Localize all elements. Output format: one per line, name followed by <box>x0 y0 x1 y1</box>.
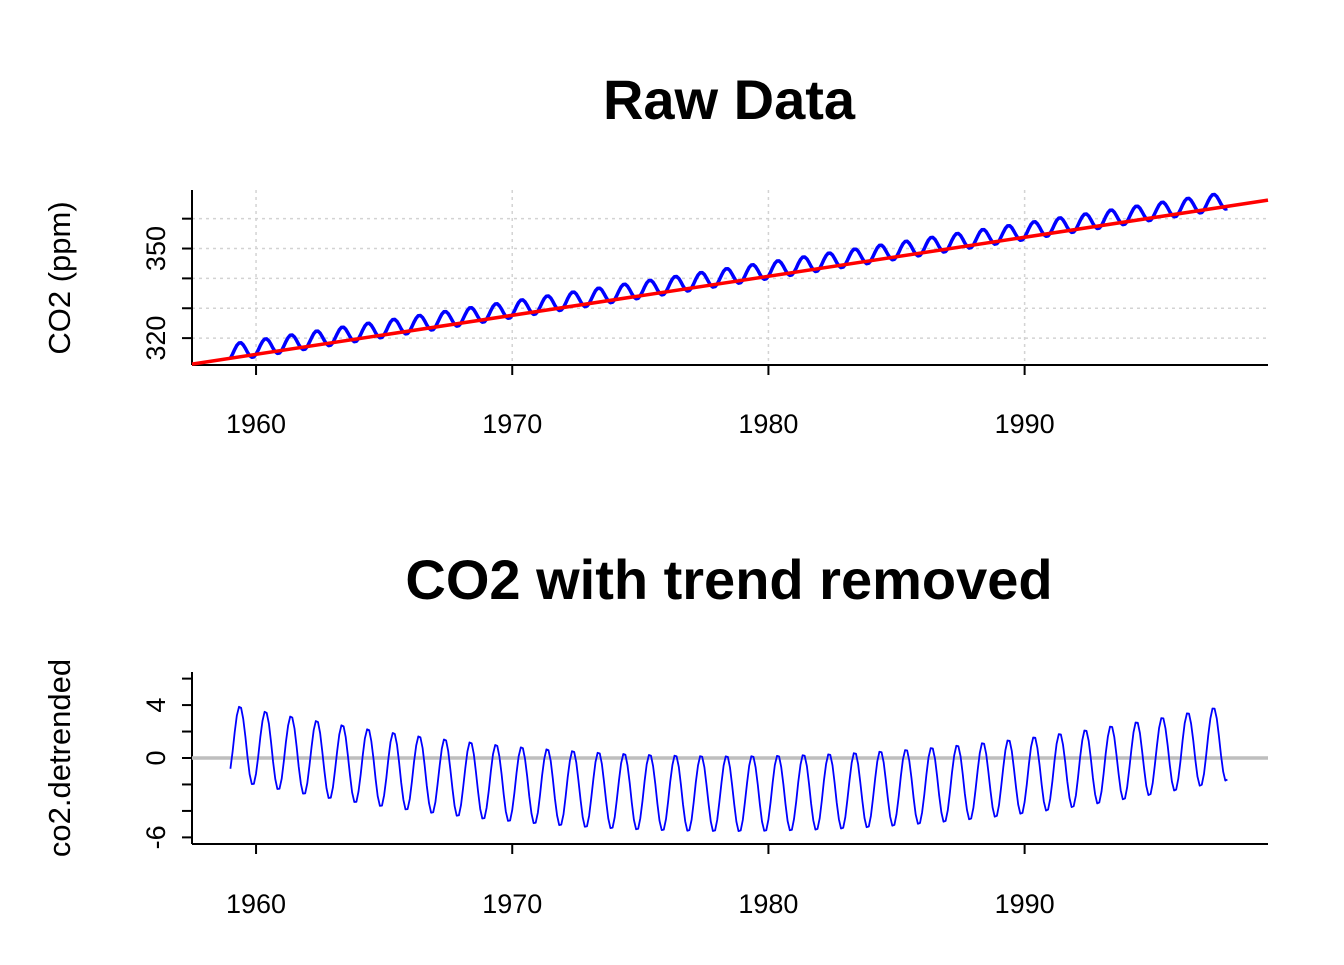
detrended-ylabel: co2.detrended <box>42 659 77 857</box>
raw-data-x-ticks: 1960 1970 1980 1990 <box>226 365 1055 439</box>
detrended-y-ticks: -6 0 4 <box>141 677 192 849</box>
raw-data-panel: Raw Data CO2 (ppm) 1960 1970 1980 1990 3203… <box>42 68 1269 439</box>
detrended-x-tick-label: 1980 <box>738 889 798 919</box>
raw-data-title: Raw Data <box>603 68 856 131</box>
detrended-x-tick-label: 1970 <box>482 889 542 919</box>
raw-data-x-tick-label: 1960 <box>226 409 286 439</box>
detrended-y-tick-label: 4 <box>141 698 171 713</box>
raw-data-x-tick-label: 1970 <box>482 409 542 439</box>
raw-data-x-tick-label: 1980 <box>738 409 798 439</box>
detrended-x-tick-label: 1990 <box>995 889 1055 919</box>
trend-line <box>191 198 1269 366</box>
raw-data-x-tick-label: 1990 <box>995 409 1055 439</box>
raw-data-y-tick-label: 350 <box>141 226 171 271</box>
detrended-title: CO2 with trend removed <box>405 548 1052 611</box>
co2-series-line <box>228 192 1228 360</box>
detrended-x-tick-label: 1960 <box>226 889 286 919</box>
detrended-panel: CO2 with trend removed co2.detrended 196… <box>42 548 1268 919</box>
raw-data-y-tick-label: 320 <box>141 316 171 361</box>
raw-data-ylabel: CO2 (ppm) <box>42 201 77 354</box>
detrended-y-tick-label: -6 <box>141 825 171 849</box>
detrended-x-ticks: 1960 1970 1980 1990 <box>226 844 1055 919</box>
detrended-series-line <box>229 705 1228 832</box>
raw-data-y-ticks: 320 350 <box>141 217 192 361</box>
detrended-y-tick-label: 0 <box>141 750 171 765</box>
